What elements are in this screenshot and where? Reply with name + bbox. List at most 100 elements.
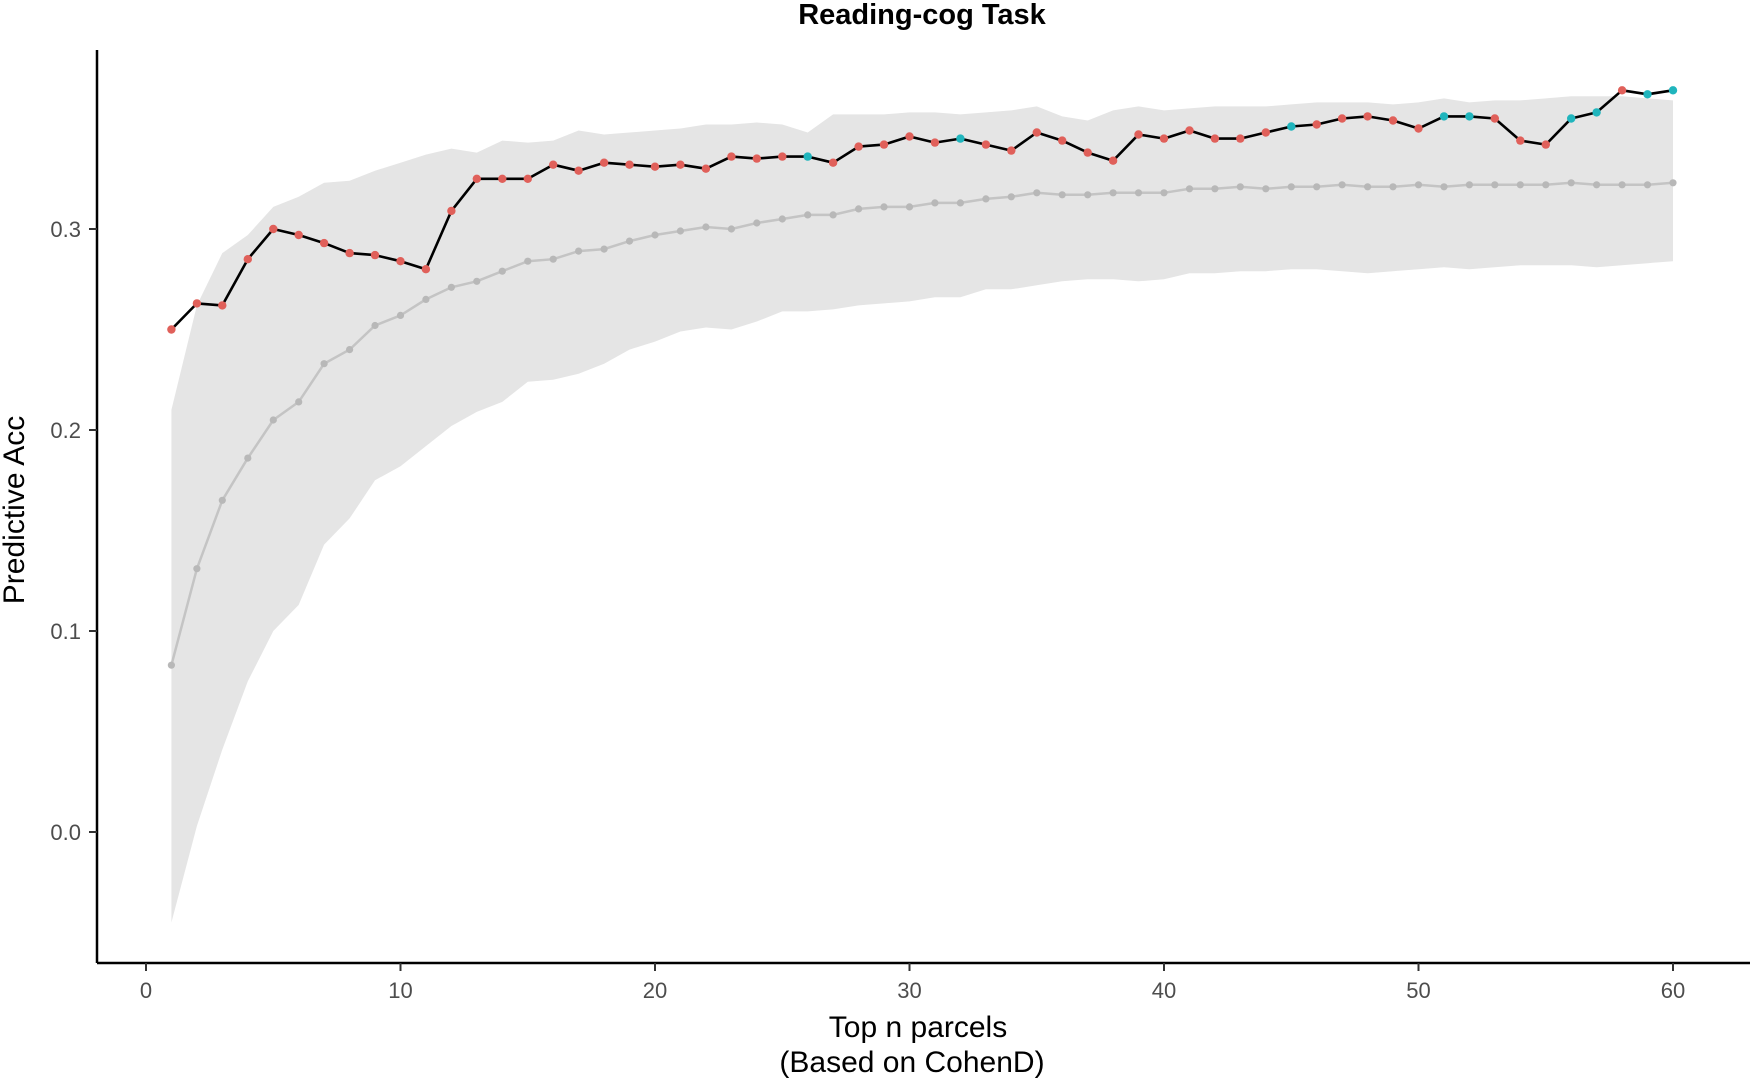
null-series-point <box>549 255 557 263</box>
null-series-point <box>1211 185 1219 193</box>
main-series-point <box>1439 112 1449 121</box>
main-series-point <box>1516 136 1525 145</box>
main-series-point <box>1388 116 1398 125</box>
null-series-point <box>880 203 888 211</box>
main-series-point <box>294 230 303 240</box>
null-series-point <box>931 199 939 207</box>
null-series-point <box>778 215 786 223</box>
null-series-point <box>1516 181 1524 189</box>
null-series-point <box>1364 183 1372 191</box>
null-series-point <box>753 219 761 227</box>
main-series-point <box>1541 140 1551 149</box>
null-series-point <box>1134 189 1143 197</box>
main-series-point <box>727 152 736 161</box>
null-series-point <box>295 398 303 406</box>
null-series-point <box>1262 185 1270 193</box>
null-series-point <box>371 321 379 330</box>
main-series-line <box>170 89 1674 331</box>
y-tick-label: 0.3 <box>50 217 81 242</box>
main-series-point <box>1363 112 1372 121</box>
null-series-point <box>676 227 685 235</box>
main-series-point <box>549 160 558 169</box>
null-series-point <box>1465 181 1473 189</box>
main-series-point <box>421 265 431 274</box>
null-series-point <box>447 283 455 291</box>
confidence-band <box>171 96 1673 923</box>
main-series-point <box>828 158 838 167</box>
main-series-point <box>676 160 685 169</box>
null-series-point <box>1669 179 1677 187</box>
y-axis-title: Predictive Acc <box>0 416 31 604</box>
null-series-point <box>167 661 175 669</box>
null-series-point <box>982 195 990 203</box>
main-series-point <box>1185 126 1194 135</box>
main-series-point <box>905 132 914 141</box>
main-series-point <box>701 164 711 173</box>
main-series-point <box>1007 146 1016 155</box>
null-series-point <box>1389 183 1397 191</box>
y-ticks: 0.0 0.1 0.2 0.3 <box>50 217 97 845</box>
main-series-point <box>1567 114 1576 123</box>
null-series-point <box>1185 185 1194 193</box>
main-series-point <box>269 224 278 234</box>
main-series-point <box>1261 128 1271 137</box>
null-series-point <box>1593 181 1601 189</box>
main-series-point <box>981 140 991 149</box>
main-series-point <box>472 174 481 183</box>
x-axis-title: Top n parcels <box>829 1011 1007 1044</box>
main-series-point <box>1312 120 1321 129</box>
main-series-point <box>879 140 889 149</box>
null-series-point <box>1414 181 1423 189</box>
x-tick-label: 0 <box>140 978 152 1003</box>
main-series-point <box>1210 134 1220 143</box>
main-series-point <box>345 248 354 258</box>
null-series-point <box>1058 191 1066 199</box>
main-series-point <box>1592 108 1601 117</box>
main-series-point <box>192 299 202 308</box>
null-series-point <box>804 211 812 219</box>
x-ticks: 0 10 20 30 40 50 60 <box>140 963 1685 1003</box>
confidence-band-layer <box>171 96 1673 923</box>
main-series-point <box>650 162 660 171</box>
chart-title: Reading-cog Task <box>798 0 1046 31</box>
main-series-point <box>1287 122 1296 131</box>
y-tick-label: 0.1 <box>50 619 81 644</box>
null-series-point <box>1007 193 1015 201</box>
null-series-point <box>1160 189 1168 197</box>
main-series-point <box>574 166 583 175</box>
main-series-point <box>1236 134 1245 143</box>
main-series-point <box>599 158 609 167</box>
null-series-point <box>1338 181 1346 189</box>
main-series-layer <box>167 86 1678 334</box>
null-series-point <box>1109 189 1117 197</box>
main-series-point <box>625 160 634 169</box>
null-series-point <box>1643 181 1652 189</box>
x-tick-label: 30 <box>897 978 921 1003</box>
null-series-point <box>473 277 481 285</box>
x-tick-label: 60 <box>1661 978 1685 1003</box>
null-series-point <box>1313 183 1321 191</box>
null-series-point <box>1033 189 1041 197</box>
main-series-point <box>167 325 176 334</box>
main-series-point <box>956 134 965 143</box>
null-series-point <box>1236 183 1244 191</box>
main-series-point <box>1032 128 1042 137</box>
main-series-point <box>1643 90 1652 99</box>
main-series-point <box>1108 156 1118 165</box>
null-series-point <box>346 346 354 354</box>
null-series-point <box>905 203 914 211</box>
main-series-point <box>1083 148 1092 157</box>
x-axis-subtitle: (Based on CohenD) <box>779 1046 1044 1079</box>
main-series-point <box>778 152 787 161</box>
null-series-point <box>218 496 226 504</box>
null-series-point <box>269 416 277 424</box>
null-series-layer <box>167 179 1677 669</box>
main-series-point <box>1159 134 1169 143</box>
main-series-point <box>498 174 507 183</box>
null-series-point <box>1491 181 1499 189</box>
main-series-point <box>1414 124 1423 133</box>
null-series-point <box>702 223 710 231</box>
null-series-point <box>727 225 736 233</box>
main-series-point <box>447 206 456 216</box>
main-series-point <box>1490 114 1500 123</box>
